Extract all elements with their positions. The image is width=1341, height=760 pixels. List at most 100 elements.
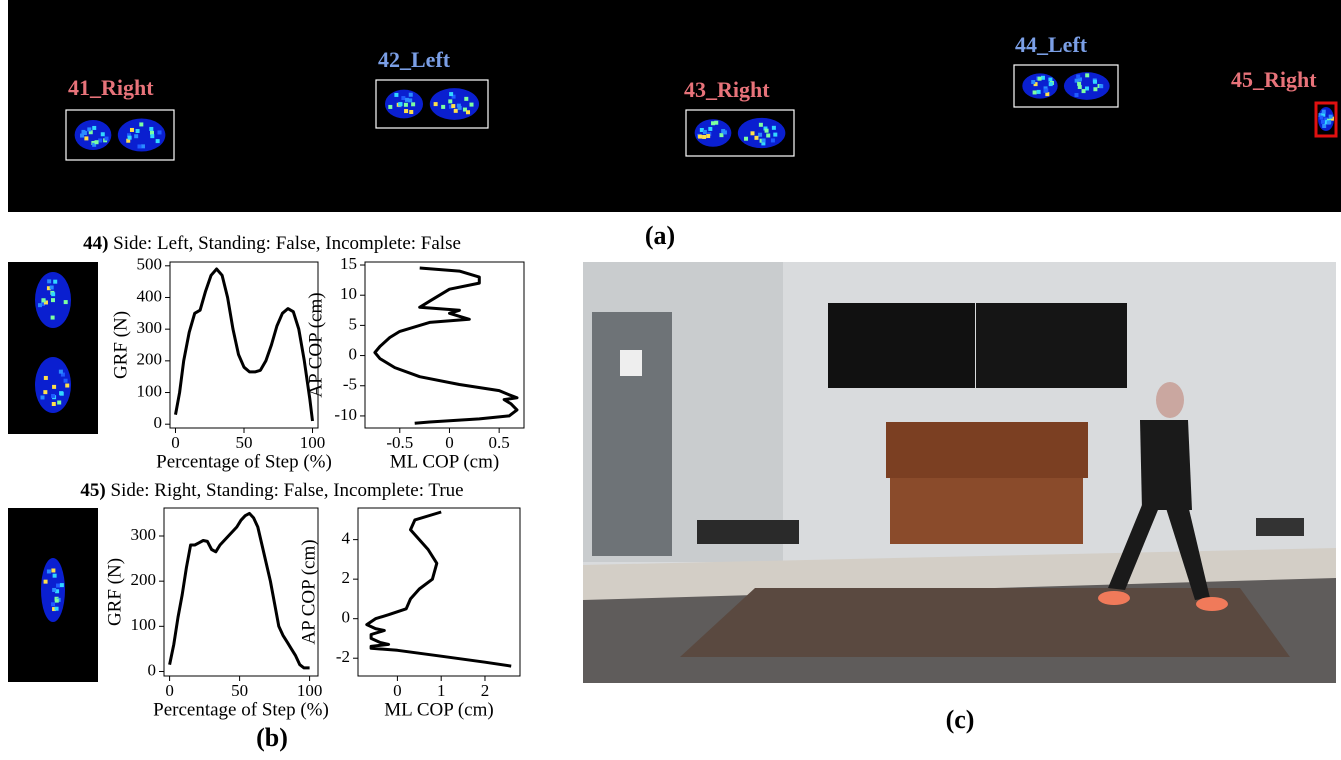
pressure-cell (409, 109, 414, 114)
pressure-cell (1092, 79, 1097, 84)
panel-label: (c) (946, 705, 975, 734)
y-axis-label: GRF (N) (110, 311, 131, 379)
pressure-blob (74, 120, 112, 150)
x-tick-label: 50 (236, 433, 253, 452)
pressure-cell (1077, 77, 1082, 82)
pressure-cell (398, 102, 403, 107)
pressure-cell (1077, 85, 1082, 90)
pressure-cell (1048, 77, 1053, 82)
x-tick-label: 0 (165, 681, 174, 700)
pressure-cell (1318, 113, 1323, 118)
step-boxes (65, 64, 1338, 161)
pressure-cell (1329, 116, 1334, 121)
pressure-cell (766, 133, 771, 138)
doormat (697, 520, 799, 544)
pressure-cell (80, 133, 85, 138)
pressure-cell (50, 298, 55, 303)
head (1156, 382, 1184, 418)
pressure-cell (1326, 120, 1331, 125)
pressure-cell (134, 134, 139, 139)
pressure-cell (63, 378, 68, 383)
photo (583, 262, 1336, 683)
pressure-cell (466, 110, 471, 115)
pressure-cell (54, 606, 59, 611)
pressure-cell (49, 285, 54, 290)
cabinet (886, 422, 1088, 478)
plot-frame (364, 261, 525, 429)
y-tick-label: 0 (154, 413, 163, 432)
row-title: 45) Side: Right, Standing: False, Incomp… (80, 480, 463, 501)
y-tick-label: -10 (334, 405, 357, 424)
pressure-cell (43, 390, 48, 395)
pressure-cell (405, 97, 410, 102)
x-tick-label: -0.5 (386, 433, 413, 452)
pressure-cell (50, 315, 55, 320)
cabinet (890, 478, 1083, 544)
pressure-cell (771, 125, 776, 130)
y-tick-label: 300 (137, 318, 163, 337)
pressure-cell (43, 300, 48, 305)
pressure-cell (1093, 87, 1098, 92)
pressure-blob (117, 118, 166, 152)
pressure-cell (149, 126, 154, 131)
pressure-cell (1033, 82, 1038, 87)
pressure-cell (58, 369, 63, 374)
pressure-cell (1321, 109, 1326, 114)
y-tick-label: 15 (340, 254, 357, 273)
pressure-cell (51, 393, 56, 398)
pressure-cell (721, 128, 726, 133)
pressure-cell (457, 105, 462, 110)
y-tick-label: 200 (131, 570, 157, 589)
pressure-cell (40, 395, 45, 400)
pressure-cell (53, 279, 58, 284)
plot-frame (169, 261, 319, 429)
y-tick-label: 5 (349, 314, 358, 333)
row-caption: Side: Left, Standing: False, Incomplete:… (113, 233, 461, 254)
data-line (373, 266, 519, 425)
pressure-cell (1099, 84, 1104, 89)
pressure-cell (1048, 82, 1053, 87)
pressure-cell (65, 383, 70, 388)
pressure-cell (139, 122, 144, 127)
x-tick-label: 1 (437, 681, 446, 700)
pressure-cell (1319, 115, 1324, 120)
pressure-cell (51, 402, 56, 407)
data-line (168, 511, 310, 670)
pressure-cell (59, 391, 64, 396)
pressure-cell (59, 583, 64, 588)
pressure-cell (462, 107, 467, 112)
pressure-cell (403, 102, 408, 107)
pressure-cell (40, 302, 45, 307)
panel-label: (a) (645, 221, 675, 250)
pressure-cell (763, 126, 768, 131)
y-tick-label: 300 (131, 525, 157, 544)
pressure-cell (51, 602, 56, 607)
y-tick-label: 100 (131, 615, 157, 634)
pressure-cell (135, 129, 140, 134)
y-axis-label: GRF (N) (104, 558, 125, 626)
data-line (365, 510, 512, 668)
y-axis-label: AP COP (cm) (305, 292, 326, 397)
y-tick-label: 500 (137, 255, 163, 274)
pressure-cell (126, 138, 131, 143)
pressure-cell (46, 569, 51, 574)
door-sign (620, 350, 642, 376)
pressure-cell (92, 125, 97, 130)
pressure-cell (448, 99, 453, 104)
pressure-cell (52, 384, 57, 389)
pressure-cell (1077, 81, 1082, 86)
pressure-cell (411, 102, 416, 107)
pressure-cell (764, 128, 769, 133)
pressure-cell (104, 136, 109, 141)
x-tick-label: 0 (171, 433, 180, 452)
pressure-cell (759, 138, 764, 143)
pressure-cell (127, 133, 132, 138)
pressure-cell (761, 141, 766, 146)
pressure-cell (82, 131, 87, 136)
mat (680, 588, 1290, 657)
step-label: 43_Right (684, 77, 770, 102)
person (1098, 382, 1228, 611)
pressure-cell (51, 568, 56, 573)
row-caption: Side: Right, Standing: False, Incomplete… (111, 480, 464, 501)
pressure-cell (98, 138, 103, 143)
